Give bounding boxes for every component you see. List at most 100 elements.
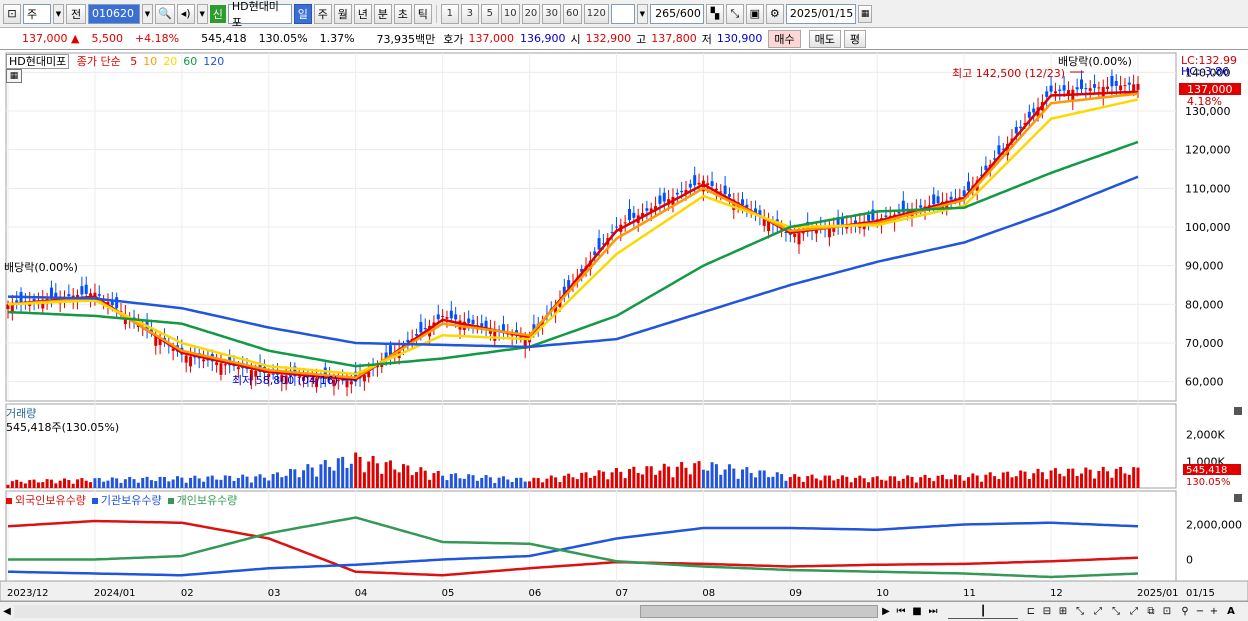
candle-body <box>688 183 692 188</box>
period-tab-3[interactable]: 년 <box>353 3 372 24</box>
count-input[interactable]: 265/600 <box>649 3 704 24</box>
trend-icon-3[interactable]: ⤡ <box>1112 606 1120 617</box>
date-input[interactable]: 2025/01/15 <box>785 3 856 24</box>
layout-2-icon[interactable]: ⊟ <box>1042 606 1052 617</box>
volume-bar <box>701 469 705 488</box>
current-pct-label: 4.18% <box>1187 95 1222 108</box>
interval-button-5[interactable]: 5 <box>480 3 499 24</box>
interval-button-1[interactable]: 1 <box>440 3 459 24</box>
zoom-out-icon[interactable]: − <box>1195 606 1205 617</box>
trend-icon-2[interactable]: ⤢ <box>1094 606 1102 617</box>
volume-ratio: 130.05% <box>258 32 308 45</box>
eval-button[interactable]: 평 <box>843 29 867 48</box>
volume-bar <box>123 479 127 488</box>
period-tab-5[interactable]: 초 <box>393 3 412 24</box>
candle-body <box>1062 85 1066 91</box>
volume-bar <box>319 464 323 488</box>
magnify-icon[interactable]: ⚲ <box>1181 606 1189 617</box>
trend-icon-1[interactable]: ⤡ <box>1076 606 1084 617</box>
buy-button[interactable]: 매수 <box>768 29 801 48</box>
gear-icon[interactable]: ⚙ <box>765 3 784 24</box>
period-tab-4[interactable]: 분 <box>373 3 392 24</box>
interval-button-20[interactable]: 20 <box>521 3 541 24</box>
volume-bar <box>1088 469 1092 488</box>
candle-body <box>1114 81 1118 86</box>
interval-button-60[interactable]: 60 <box>563 3 582 24</box>
interval-custom-input[interactable] <box>610 3 635 24</box>
forward-icon[interactable]: ⏭ <box>928 606 938 617</box>
x-axis-label: 11 <box>963 588 976 599</box>
volume-bar <box>393 469 397 488</box>
volume-bar <box>714 464 718 488</box>
volume-bar <box>63 478 66 488</box>
volume-bar <box>249 482 253 488</box>
candle-body <box>984 165 988 170</box>
save-icon[interactable]: ▣ <box>745 3 764 24</box>
candle-body <box>793 233 797 237</box>
speaker-dropdown-icon[interactable]: ▼ <box>196 3 208 24</box>
volume-bar <box>932 481 936 488</box>
volume-bar <box>819 480 823 488</box>
volume-bar <box>154 481 158 488</box>
auto-scale-icon[interactable]: A <box>1227 606 1235 617</box>
zoom-slider[interactable]: ┃ <box>948 604 1018 619</box>
prev-button[interactable]: 전 <box>66 3 86 24</box>
window-icon[interactable]: ⧉ <box>1147 606 1155 617</box>
candle-body <box>610 232 614 234</box>
chart-area[interactable]: 140,000 130,000 120,000 110,000 100,000 90,00… <box>0 51 1248 601</box>
price-axis-tick: 110,000 <box>1185 182 1231 195</box>
period-tab-0[interactable]: 일 <box>293 3 312 24</box>
volume-bar <box>471 475 475 488</box>
zoom-in-icon[interactable]: + <box>1209 606 1219 617</box>
interval-dropdown-icon[interactable]: ▼ <box>636 3 648 24</box>
period-tab-1[interactable]: 주 <box>313 3 332 24</box>
type-select[interactable]: 주 <box>23 3 51 24</box>
chart-menu-icon[interactable]: ⊡ <box>3 3 21 24</box>
x-axis-label: 2024/01 <box>94 588 136 599</box>
volume-badge: 545,418 <box>1186 465 1227 476</box>
candle-body <box>801 232 805 234</box>
interval-button-3[interactable]: 3 <box>460 3 479 24</box>
layout-1-icon[interactable]: ⊏ <box>1026 606 1036 617</box>
volume-bar <box>597 470 601 488</box>
interval-button-10[interactable]: 10 <box>500 3 520 24</box>
period-tab-6[interactable]: 틱 <box>413 3 432 24</box>
volume-bar <box>1097 470 1101 488</box>
code-input[interactable]: 010620 <box>88 3 140 24</box>
volume-bar <box>506 479 510 488</box>
interval-button-120[interactable]: 120 <box>583 3 609 24</box>
scroll-thumb[interactable] <box>640 605 878 618</box>
volume-bar <box>197 478 201 488</box>
grid-toggle-icon[interactable]: ▦ <box>6 69 22 83</box>
stop-icon[interactable]: ■ <box>912 606 922 617</box>
code-dropdown-icon[interactable]: ▼ <box>142 3 153 24</box>
x-axis-label: 05 <box>442 588 455 599</box>
volume-bar <box>89 482 93 488</box>
rewind-icon[interactable]: ⏮ <box>896 606 906 617</box>
trend-icon-4[interactable]: ⤢ <box>1130 606 1138 617</box>
volume-bar <box>936 475 940 488</box>
candle-body <box>249 370 253 381</box>
layout-3-icon[interactable]: ⊞ <box>1058 606 1068 617</box>
volume-bar <box>110 477 114 488</box>
volume-bar <box>801 481 805 488</box>
compare-icon[interactable]: ⤡ <box>725 3 744 24</box>
speaker-icon[interactable]: ◂) <box>176 3 195 24</box>
volume-bar <box>1019 470 1023 488</box>
type-dropdown-icon[interactable]: ▼ <box>53 3 64 24</box>
candle-body <box>710 181 714 187</box>
scroll-right-icon[interactable]: ▶ <box>882 606 890 617</box>
zoom-icon[interactable]: ▚ <box>705 3 724 24</box>
candle-body <box>154 336 158 346</box>
calendar-icon[interactable]: ▦ <box>857 4 873 23</box>
period-tab-2[interactable]: 월 <box>333 3 352 24</box>
scroll-left-icon[interactable]: ◀ <box>3 606 11 617</box>
chart-canvas[interactable]: 140,000 130,000 120,000 110,000 100,000 90,00… <box>0 51 1248 601</box>
volume-bar <box>854 477 857 488</box>
interval-button-30[interactable]: 30 <box>542 3 562 24</box>
search-icon[interactable]: 🔍 <box>155 3 175 24</box>
sell-button[interactable]: 매도 <box>808 29 841 48</box>
copy-icon[interactable]: ⊡ <box>1162 606 1172 617</box>
volume-bar <box>32 479 36 488</box>
volume-bar <box>658 470 662 488</box>
